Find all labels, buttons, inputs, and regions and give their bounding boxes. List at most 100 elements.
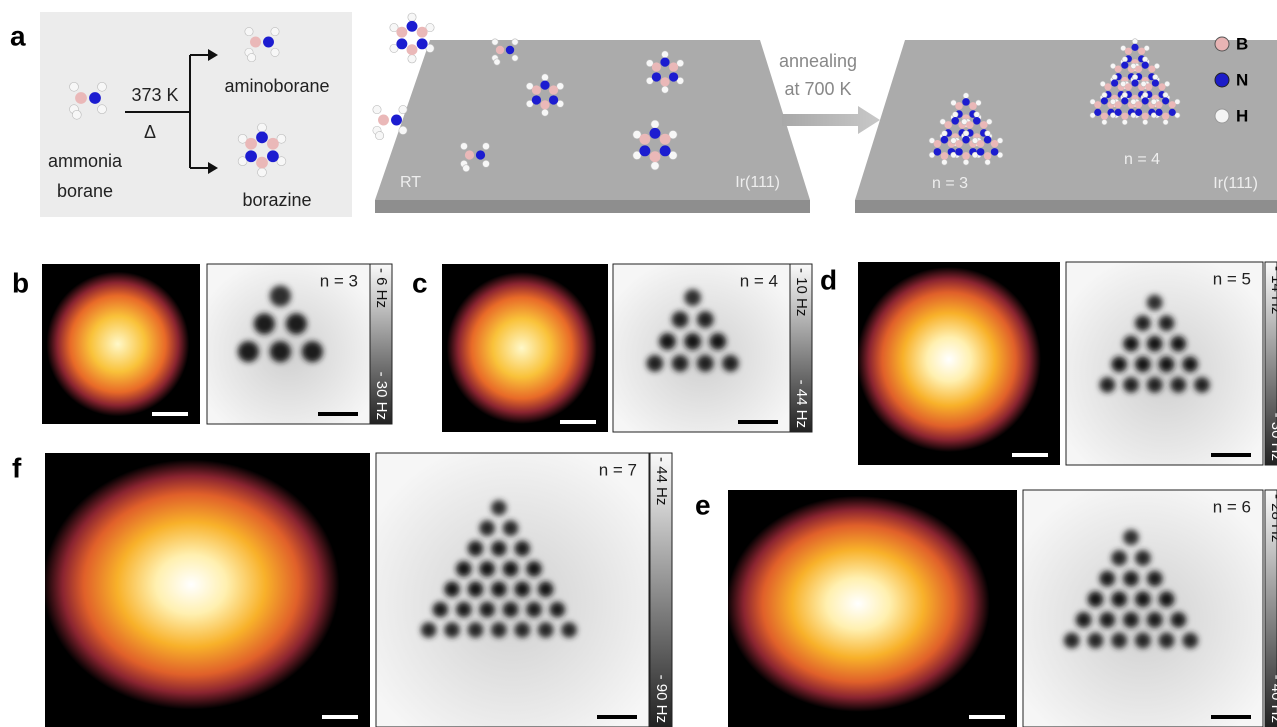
atom <box>425 23 435 33</box>
ring-dot <box>1135 315 1151 331</box>
ring-dot <box>1170 612 1187 628</box>
ring-pattern <box>1099 294 1210 393</box>
atom <box>256 131 268 144</box>
ring-pattern <box>237 285 323 363</box>
atom <box>1120 80 1127 87</box>
afm-image <box>612 263 791 433</box>
ring-dot <box>456 561 472 577</box>
atom <box>407 12 417 22</box>
panel-label: a <box>10 20 26 51</box>
atom <box>493 58 501 66</box>
atom <box>462 164 471 173</box>
panel-label: b <box>12 267 29 298</box>
colorbar-label: - 6 Hz <box>373 268 390 308</box>
ring-dot <box>467 622 484 638</box>
condition: 373 K <box>131 85 178 105</box>
atom <box>668 150 678 160</box>
atom <box>1142 119 1149 126</box>
ring-dot <box>491 500 507 516</box>
ring-dot <box>696 355 714 372</box>
atom <box>1168 108 1176 116</box>
colorbar <box>1264 261 1277 466</box>
atom <box>986 118 993 125</box>
atom <box>659 145 671 157</box>
ring-dot <box>684 333 701 350</box>
heat-symbol: Δ <box>144 122 156 142</box>
ring-dot <box>444 581 460 597</box>
atom <box>406 44 418 56</box>
atom <box>976 139 985 148</box>
cluster-size: n = 4 <box>740 271 778 290</box>
atom <box>1130 63 1137 70</box>
atom <box>1168 101 1176 109</box>
colorbar-label: - 40 Hz <box>1268 675 1277 723</box>
atom <box>951 117 959 125</box>
atom <box>983 152 992 160</box>
atom <box>1152 74 1159 81</box>
ring-dot <box>646 355 664 372</box>
atom <box>1153 63 1160 70</box>
ring-dot <box>444 622 460 638</box>
colorbar-label: - 28 Hz <box>1268 494 1277 542</box>
ring-dot <box>491 581 507 597</box>
legend-swatch <box>1214 72 1230 88</box>
legend-label: B <box>1236 34 1248 53</box>
atom <box>660 57 670 67</box>
ring-dot <box>1158 632 1175 649</box>
panel-label: e <box>695 489 711 520</box>
ring-dot <box>285 313 307 335</box>
atom <box>1121 91 1128 98</box>
panel-label: d <box>820 264 837 295</box>
atom <box>1162 97 1170 105</box>
atom <box>491 38 499 46</box>
ring-dot <box>1135 550 1151 566</box>
atom <box>651 62 662 72</box>
atom <box>660 77 670 87</box>
surface-label: Ir(111) <box>735 174 780 191</box>
atom <box>962 130 970 137</box>
afm-image <box>728 490 1017 727</box>
ring-dot <box>1146 612 1163 628</box>
atom <box>639 133 651 145</box>
panel-label: c <box>412 267 428 298</box>
atom <box>941 159 948 166</box>
atom <box>257 167 267 178</box>
atom <box>1135 101 1143 109</box>
ring-dot <box>479 601 495 618</box>
atom <box>1162 112 1170 120</box>
atom <box>1121 112 1129 120</box>
atom <box>1131 74 1139 81</box>
atom <box>983 135 992 144</box>
atom <box>531 95 542 105</box>
cluster-size: n = 6 <box>1213 497 1251 516</box>
ring-dot <box>1135 356 1151 373</box>
ring-dot <box>1182 632 1199 649</box>
atom <box>416 26 428 38</box>
atom <box>1110 112 1117 119</box>
surface <box>375 40 810 200</box>
atom <box>1158 83 1166 91</box>
ring-dot <box>671 355 689 372</box>
colorbar-label: - 44 Hz <box>653 457 670 505</box>
colorbar-label: - 14 Hz <box>1268 266 1277 314</box>
atom <box>1164 80 1171 87</box>
atom <box>1089 98 1096 105</box>
atom <box>475 150 486 160</box>
atom <box>639 145 651 157</box>
colorbar-label: - 10 Hz <box>793 268 810 316</box>
atom <box>650 119 660 129</box>
atom <box>940 135 949 144</box>
surface <box>855 40 1277 200</box>
product-text: borazine <box>242 190 311 210</box>
colorbar <box>1264 489 1277 727</box>
atom <box>649 127 661 139</box>
atom <box>375 131 385 141</box>
ring-dot <box>561 622 577 638</box>
atom <box>1100 97 1108 105</box>
ring-dot <box>671 311 689 328</box>
atom <box>1114 65 1122 73</box>
afm-image <box>442 264 608 432</box>
atom <box>396 38 408 50</box>
atom <box>511 38 519 46</box>
colorbar-label: - 30 Hz <box>1268 413 1277 461</box>
